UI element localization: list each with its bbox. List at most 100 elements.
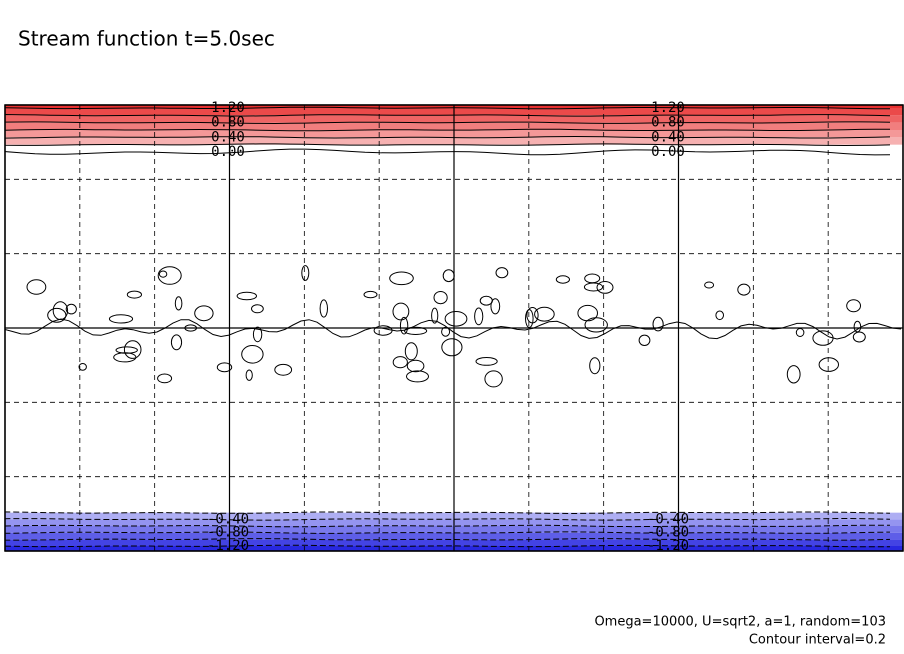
vortex-contour xyxy=(484,370,503,388)
vortex-contour xyxy=(596,281,614,294)
contour-line xyxy=(4,544,891,548)
contour-line xyxy=(4,524,891,528)
vortex-contour xyxy=(158,270,168,278)
vortex-contour xyxy=(433,291,448,305)
vortex-contour xyxy=(319,299,328,318)
vortex-contour xyxy=(555,275,571,284)
contour-line xyxy=(4,135,891,139)
vortex-contour xyxy=(474,307,484,326)
contour-label: 0.40 xyxy=(211,129,245,145)
vortex-contour xyxy=(406,370,429,383)
vortex-contour xyxy=(115,346,138,354)
contour-label: 0.00 xyxy=(651,144,685,160)
vortex-contour xyxy=(846,299,861,313)
chart-title: Stream function t=5.0sec xyxy=(18,27,275,51)
vortex-contour xyxy=(584,317,608,333)
vortex-contour xyxy=(404,342,418,361)
contour-label: 0.00 xyxy=(211,144,245,160)
contour-line xyxy=(4,148,891,156)
vortex-contour xyxy=(795,328,805,337)
vortex-contour xyxy=(389,271,414,286)
vortex-contour xyxy=(252,326,263,343)
vortex-contour xyxy=(583,282,604,292)
vortex-contour xyxy=(301,265,310,281)
vortex-contour xyxy=(241,345,264,364)
vortex-contour xyxy=(251,304,264,314)
vortex-contour xyxy=(441,338,463,357)
contour-label: 0.40 xyxy=(651,129,685,145)
contour-label: -0.80 xyxy=(647,525,689,541)
vortex-contour xyxy=(577,304,599,322)
vortex-contour xyxy=(399,316,409,335)
vortex-contour xyxy=(174,296,183,311)
contour-line xyxy=(4,121,891,125)
vortex-contour xyxy=(534,306,555,322)
contour-line xyxy=(4,106,890,110)
vortex-contour xyxy=(818,357,839,372)
contour-line xyxy=(4,538,891,541)
contour-label: 0.80 xyxy=(651,115,685,131)
vortex-contour xyxy=(589,357,601,375)
contour-line xyxy=(4,511,891,515)
vortex-contour xyxy=(852,331,866,343)
vortex-contour xyxy=(392,302,410,321)
vortex-contour xyxy=(652,316,664,332)
contour-label: -1.20 xyxy=(207,538,249,554)
vortex-contour xyxy=(495,267,509,279)
vortex-contour xyxy=(108,314,134,324)
vortex-contour xyxy=(737,283,751,296)
contour-label: -0.40 xyxy=(207,511,249,527)
contour-line xyxy=(4,113,891,117)
vortex-contour xyxy=(786,365,801,384)
annotation: Omega=10000, U=sqrt2, a=1, random=103 xyxy=(594,615,886,630)
vortex-contour xyxy=(236,291,258,301)
vortex-contour xyxy=(584,273,601,284)
vortex-contour xyxy=(812,330,834,346)
vortex-contour xyxy=(373,325,393,336)
contour-label: 0.80 xyxy=(211,115,245,131)
vortex-contour xyxy=(157,266,182,285)
vortex-contour xyxy=(170,334,183,351)
contour-line xyxy=(4,517,891,521)
vortex-contour xyxy=(78,363,87,371)
contour-line xyxy=(4,531,891,534)
vortex-contour xyxy=(157,373,173,384)
vortex-contour xyxy=(363,290,378,299)
contour-label: 1.20 xyxy=(651,100,685,116)
vortex-contour xyxy=(444,311,468,327)
contour-label: -1.20 xyxy=(647,538,689,554)
vortex-contour xyxy=(479,295,493,306)
vortex-contour xyxy=(245,369,253,381)
vortex-contour xyxy=(113,352,137,363)
vortex-contour xyxy=(525,309,534,328)
contour-line xyxy=(4,143,891,147)
vortex-contour xyxy=(216,362,233,373)
vortex-contour xyxy=(52,301,69,321)
contour-line xyxy=(4,128,890,132)
annotation: Contour interval=0.2 xyxy=(749,633,886,648)
vortex-contour xyxy=(194,305,214,322)
vortex-contour xyxy=(26,279,47,295)
vortex-contour xyxy=(47,307,67,323)
vortex-contour xyxy=(123,340,142,359)
vortex-contour xyxy=(441,326,451,337)
vortex-contour xyxy=(704,281,715,289)
vortex-contour xyxy=(431,307,439,324)
vortex-contour xyxy=(392,356,408,369)
vortex-contour xyxy=(126,290,142,299)
vortex-contour xyxy=(715,310,725,321)
vortex-contour xyxy=(638,334,651,346)
vortex-contour xyxy=(4,318,902,340)
vortex-contour xyxy=(406,359,425,373)
vortex-contour xyxy=(853,320,862,333)
vortex-contour xyxy=(442,269,455,283)
vortex-contour xyxy=(490,298,501,315)
vortex-contour xyxy=(65,303,77,315)
vortex-contour xyxy=(475,357,498,366)
plot-frame xyxy=(4,104,904,552)
vortex-contour xyxy=(184,324,197,332)
contour-label: -0.40 xyxy=(647,511,689,527)
contour-label: 1.20 xyxy=(211,100,245,116)
